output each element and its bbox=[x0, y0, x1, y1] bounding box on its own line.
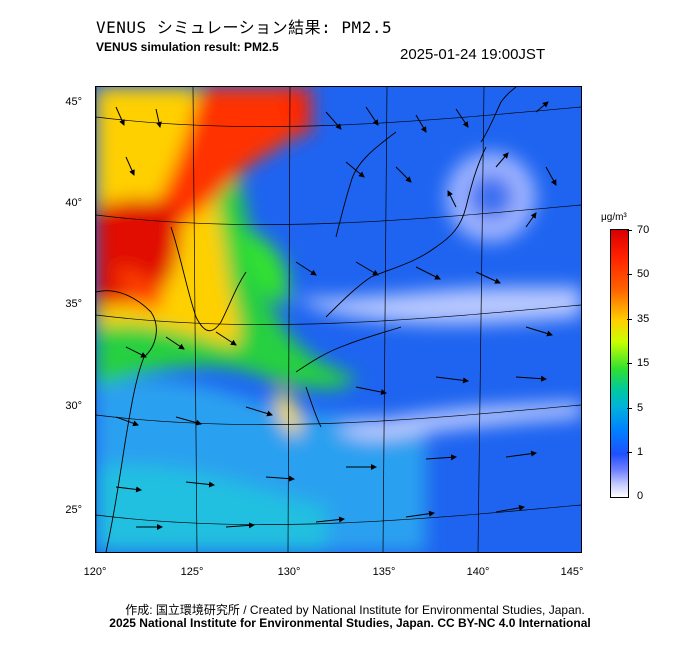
colorbar-tick bbox=[627, 452, 632, 453]
colorbar-tick bbox=[627, 408, 632, 409]
lat-label-45: 45° bbox=[65, 96, 82, 108]
colorbar-tick bbox=[627, 363, 632, 364]
colorbar-label-1: 1 bbox=[637, 446, 644, 458]
pm25-map-canvas bbox=[96, 87, 581, 552]
colorbar-label-70: 70 bbox=[637, 224, 650, 236]
colorbar-label-35: 35 bbox=[637, 313, 650, 325]
lat-label-40: 40° bbox=[65, 197, 82, 209]
lat-label-25: 25° bbox=[65, 504, 82, 516]
colorbar-tick bbox=[627, 319, 632, 320]
colorbar-label-15: 15 bbox=[637, 357, 650, 369]
lon-label-140: 140° bbox=[466, 566, 490, 578]
colorbar-label-0: 0 bbox=[637, 490, 644, 502]
coastlines bbox=[96, 87, 517, 552]
credit-line: 作成: 国立環境研究所 / Created by National Instit… bbox=[125, 603, 585, 617]
colorbar-label-50: 50 bbox=[637, 268, 650, 280]
forecast-timestamp: 2025-01-24 19:00JST bbox=[400, 46, 546, 63]
lon-label-125: 125° bbox=[180, 566, 204, 578]
wind-vectors bbox=[115, 101, 557, 530]
lon-label-130: 130° bbox=[277, 566, 301, 578]
lon-label-135: 135° bbox=[372, 566, 396, 578]
concentration-field bbox=[96, 87, 581, 552]
graticule-lines bbox=[96, 87, 581, 552]
lat-label-30: 30° bbox=[65, 400, 82, 412]
colorbar-tick bbox=[627, 230, 632, 231]
page-title-japanese: VENUS シミュレーション結果: PM2.5 bbox=[96, 18, 393, 37]
pm25-map bbox=[95, 86, 582, 553]
colorbar-unit: μg/m³ bbox=[601, 212, 627, 223]
lon-label-145: 145° bbox=[560, 566, 584, 578]
copyright-line: 2025 National Institute for Environmenta… bbox=[109, 616, 591, 630]
lat-label-35: 35° bbox=[65, 298, 82, 310]
colorbar-label-5: 5 bbox=[637, 402, 644, 414]
page-title-english: VENUS simulation result: PM2.5 bbox=[96, 40, 279, 54]
lon-label-120: 120° bbox=[83, 566, 107, 578]
colorbar-tick bbox=[627, 274, 632, 275]
